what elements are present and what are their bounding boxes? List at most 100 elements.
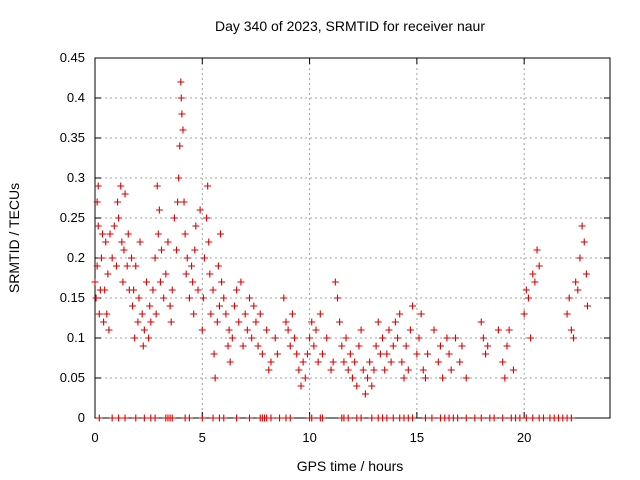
data-point (110, 222, 118, 230)
data-point (385, 326, 393, 334)
data-point (316, 310, 324, 318)
data-point (271, 334, 279, 342)
data-point (477, 318, 485, 326)
y-tick-label: 0.4 (67, 90, 85, 105)
data-point (95, 310, 103, 318)
data-point (120, 246, 128, 254)
grid-lines (95, 58, 610, 418)
data-point (308, 318, 316, 326)
data-point (370, 366, 378, 374)
data-point (152, 310, 160, 318)
data-point (204, 182, 212, 190)
data-point (167, 318, 175, 326)
data-point (196, 206, 204, 214)
data-point (409, 414, 417, 422)
data-point (340, 358, 348, 366)
data-point (456, 358, 464, 366)
data-point (389, 414, 397, 422)
data-point (138, 310, 146, 318)
data-point (445, 350, 453, 358)
data-point (230, 302, 238, 310)
data-point (211, 374, 219, 382)
data-point (329, 358, 337, 366)
data-points (91, 78, 591, 422)
data-point (220, 414, 228, 422)
data-point (265, 366, 273, 374)
data-point (529, 270, 537, 278)
data-point (94, 222, 102, 230)
data-point (190, 310, 198, 318)
data-point (524, 294, 532, 302)
data-point (239, 342, 247, 350)
data-point (505, 326, 513, 334)
data-point (185, 414, 193, 422)
data-point (225, 326, 233, 334)
y-axis: 0 0.05 0.1 0.15 0.2 0.25 0.3 0.35 0.4 0.45 (60, 50, 610, 425)
data-point (123, 262, 131, 270)
x-axis-label: GPS time / hours (297, 458, 404, 474)
y-tick-label: 0.1 (67, 330, 85, 345)
data-point (207, 310, 215, 318)
data-point (168, 414, 176, 422)
plot-frame (94, 57, 611, 419)
data-point (185, 294, 193, 302)
data-point (312, 326, 320, 334)
data-point (364, 374, 372, 382)
data-point (170, 214, 178, 222)
data-point (394, 334, 402, 342)
data-point (174, 198, 182, 206)
data-point (118, 238, 126, 246)
data-point (415, 334, 423, 342)
data-point (374, 318, 382, 326)
data-point (516, 414, 524, 422)
data-point (93, 198, 101, 206)
data-point (368, 382, 376, 390)
y-tick-label: 0.25 (60, 210, 85, 225)
data-point (310, 342, 318, 350)
data-point (97, 254, 105, 262)
data-point (282, 318, 290, 326)
data-point (574, 286, 582, 294)
data-point (158, 246, 166, 254)
data-point (342, 334, 350, 342)
data-point (198, 326, 206, 334)
data-point (134, 318, 142, 326)
data-point (346, 350, 354, 358)
data-point (520, 310, 528, 318)
data-point (357, 414, 365, 422)
data-point (228, 334, 236, 342)
data-point (233, 286, 241, 294)
data-point (164, 238, 172, 246)
data-point (372, 342, 380, 350)
data-point (286, 342, 294, 350)
data-point (220, 294, 228, 302)
data-point (499, 414, 507, 422)
data-point (479, 334, 487, 342)
data-point (177, 94, 185, 102)
data-point (582, 270, 590, 278)
data-point (452, 334, 459, 342)
data-point (132, 414, 140, 422)
data-point (155, 206, 163, 214)
data-point (175, 174, 183, 182)
data-point (108, 254, 116, 262)
data-point (443, 334, 451, 342)
data-point (182, 270, 190, 278)
data-point (121, 190, 129, 198)
data-point (572, 278, 580, 286)
data-point (376, 350, 384, 358)
data-point (349, 374, 356, 382)
data-point (147, 318, 155, 326)
data-point (306, 334, 314, 342)
data-point (102, 238, 110, 246)
data-point (235, 318, 243, 326)
data-point (143, 278, 150, 286)
data-point (263, 326, 271, 334)
data-point (178, 110, 186, 118)
data-point (406, 326, 414, 334)
data-point (389, 342, 397, 350)
data-point (436, 342, 444, 350)
data-point (539, 414, 547, 422)
data-point (213, 318, 221, 326)
data-point (409, 302, 417, 310)
